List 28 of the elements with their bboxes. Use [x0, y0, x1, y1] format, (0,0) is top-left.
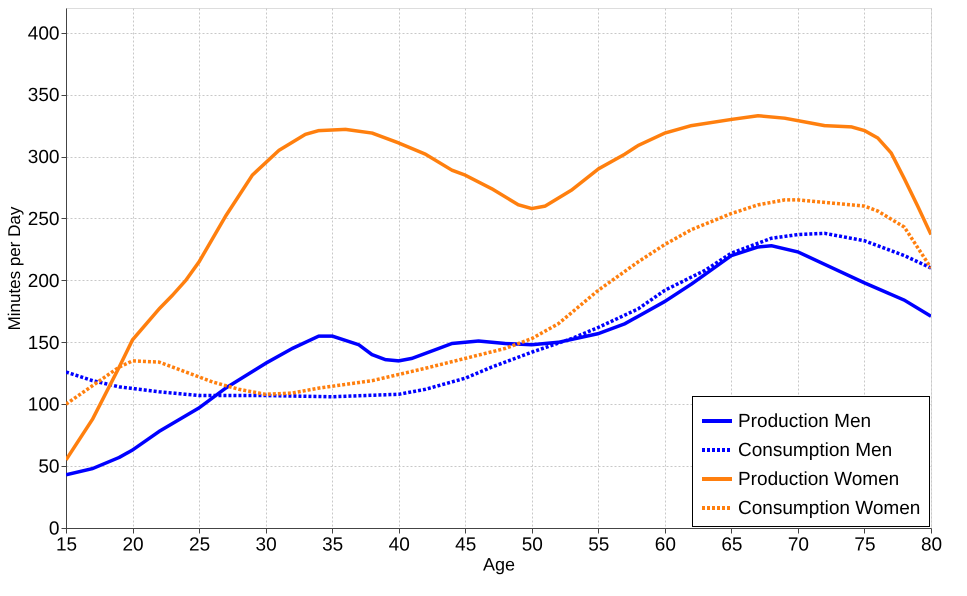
- legend-label: Production Women: [738, 469, 900, 490]
- x-tick-label: 30: [256, 534, 277, 556]
- x-tick-label: 80: [920, 534, 942, 556]
- x-tick-label: 60: [654, 534, 676, 556]
- legend-label: Consumption Women: [738, 498, 920, 519]
- x-tick-label: 25: [189, 534, 210, 556]
- x-tick-label: 40: [388, 534, 410, 556]
- y-axis-title: Minutes per Day: [4, 206, 24, 330]
- y-tick-label: 50: [38, 456, 60, 478]
- x-tick-label: 45: [455, 534, 476, 556]
- x-tick-label: 75: [854, 534, 876, 556]
- y-tick-label: 350: [28, 85, 60, 106]
- y-tick-label: 150: [28, 332, 60, 354]
- x-axis-title: Age: [482, 554, 516, 574]
- y-tick-label: 200: [28, 270, 60, 292]
- y-tick-label: 100: [28, 394, 60, 416]
- line-series: [66, 114, 931, 462]
- x-tick-label: 20: [122, 534, 144, 556]
- x-tick-label: 35: [322, 534, 344, 556]
- y-tick-label: 300: [28, 147, 60, 168]
- x-tick-label: 70: [788, 534, 809, 556]
- x-tick-label: 55: [588, 534, 610, 556]
- y-tick-label: 250: [28, 208, 60, 230]
- x-tick-label: 50: [522, 534, 543, 556]
- y-tick-label: 400: [28, 23, 60, 44]
- legend-label: Production Men: [738, 411, 872, 432]
- x-tick-label: 65: [721, 534, 742, 556]
- legend-label: Consumption Men: [738, 440, 892, 461]
